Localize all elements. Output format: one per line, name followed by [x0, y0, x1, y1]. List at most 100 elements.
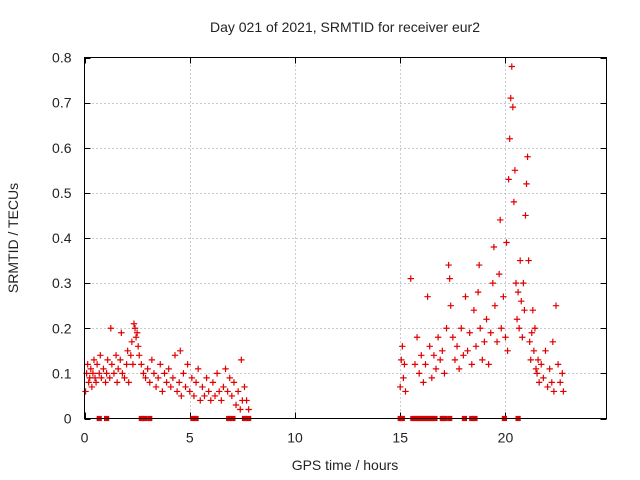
- data-point: [178, 392, 185, 400]
- data-point: [159, 388, 166, 395]
- data-point: [90, 356, 98, 364]
- data-point: [84, 361, 91, 368]
- data-point: [93, 361, 101, 368]
- data-point: [528, 329, 535, 336]
- data-point: [87, 365, 95, 373]
- data-point: [490, 243, 498, 251]
- data-point: [455, 365, 463, 373]
- data-point: [201, 392, 208, 400]
- data-point: [142, 374, 149, 382]
- grid-lines: [84, 57, 607, 419]
- x-tick-labels: 0 5 10 15 20: [81, 430, 514, 446]
- data-point: [106, 374, 113, 382]
- data-point: [441, 370, 448, 377]
- data-point: [230, 379, 238, 386]
- data-point: [489, 279, 497, 287]
- data-point: [220, 383, 227, 391]
- data-point: [437, 356, 444, 364]
- y-tick-label: 0.2: [52, 320, 72, 336]
- data-point: [422, 361, 429, 368]
- chart-title: Day 021 of 2021, SRMTID for receiver eur…: [210, 19, 480, 35]
- data-point: [521, 307, 528, 314]
- data-point: [426, 343, 433, 350]
- data-point: [491, 302, 499, 309]
- data-point: [127, 352, 135, 359]
- data-point: [475, 261, 483, 269]
- data-point: [525, 257, 532, 264]
- data-point: [506, 135, 513, 142]
- data-point: [524, 153, 531, 160]
- data-point: [544, 383, 551, 391]
- data-point: [232, 401, 240, 409]
- data-point: [498, 325, 505, 332]
- data-point: [500, 293, 507, 300]
- data-point: [481, 338, 488, 345]
- data-point: [124, 347, 131, 355]
- data-point: [157, 361, 164, 368]
- data-point: [224, 388, 231, 395]
- data-point: [504, 347, 511, 355]
- data-point: [213, 370, 221, 377]
- data-point: [131, 325, 139, 332]
- data-point: [522, 212, 529, 219]
- data-point: [533, 370, 541, 377]
- y-tick-label: 0.6: [52, 140, 72, 156]
- data-point: [559, 370, 566, 377]
- data-point: [237, 406, 244, 413]
- data-point: [136, 352, 143, 359]
- data-point: [529, 307, 537, 314]
- data-point: [88, 383, 96, 391]
- data-point: [527, 356, 534, 364]
- data-point: [495, 270, 503, 278]
- data-point: [453, 343, 461, 350]
- data-point: [523, 180, 530, 188]
- data-point: [100, 365, 107, 373]
- data-point: [520, 279, 527, 287]
- data-point: [133, 329, 141, 336]
- data-point: [534, 356, 542, 364]
- x-tick-label: 0: [81, 430, 89, 446]
- data-point: [472, 343, 480, 350]
- data-point: [468, 361, 475, 368]
- data-point: [103, 370, 110, 377]
- y-tick-label: 0: [64, 411, 72, 427]
- data-point: [152, 383, 160, 391]
- data-point: [205, 388, 212, 395]
- data-point: [144, 365, 151, 373]
- data-point: [245, 406, 252, 413]
- data-point: [451, 356, 459, 364]
- data-point: [470, 307, 478, 314]
- data-point: [173, 388, 181, 395]
- data-point: [432, 365, 440, 373]
- y-tick-label: 0.4: [52, 230, 72, 246]
- data-point: [148, 356, 156, 364]
- data-point: [512, 279, 520, 287]
- data-points: [82, 63, 567, 422]
- data-point: [434, 334, 442, 341]
- data-point: [112, 352, 120, 359]
- data-point: [107, 325, 115, 332]
- data-point: [508, 63, 515, 70]
- data-point: [92, 379, 100, 386]
- x-tick-label: 5: [186, 430, 194, 446]
- x-tick-label: 15: [392, 430, 408, 446]
- data-point: [182, 383, 189, 391]
- data-point: [546, 365, 553, 373]
- data-point: [399, 343, 406, 350]
- data-point: [515, 325, 523, 332]
- data-point: [140, 370, 147, 377]
- data-point: [507, 94, 514, 102]
- data-point: [91, 374, 99, 382]
- data-point: [549, 338, 557, 345]
- data-point: [102, 379, 109, 386]
- data-point: [420, 379, 427, 386]
- data-point: [128, 338, 136, 345]
- data-point: [146, 379, 153, 386]
- data-point: [226, 374, 233, 382]
- data-point: [211, 392, 219, 400]
- data-point: [531, 325, 539, 332]
- data-point: [511, 167, 519, 174]
- data-point: [503, 239, 510, 246]
- data-point: [424, 293, 431, 300]
- data-point: [241, 383, 248, 391]
